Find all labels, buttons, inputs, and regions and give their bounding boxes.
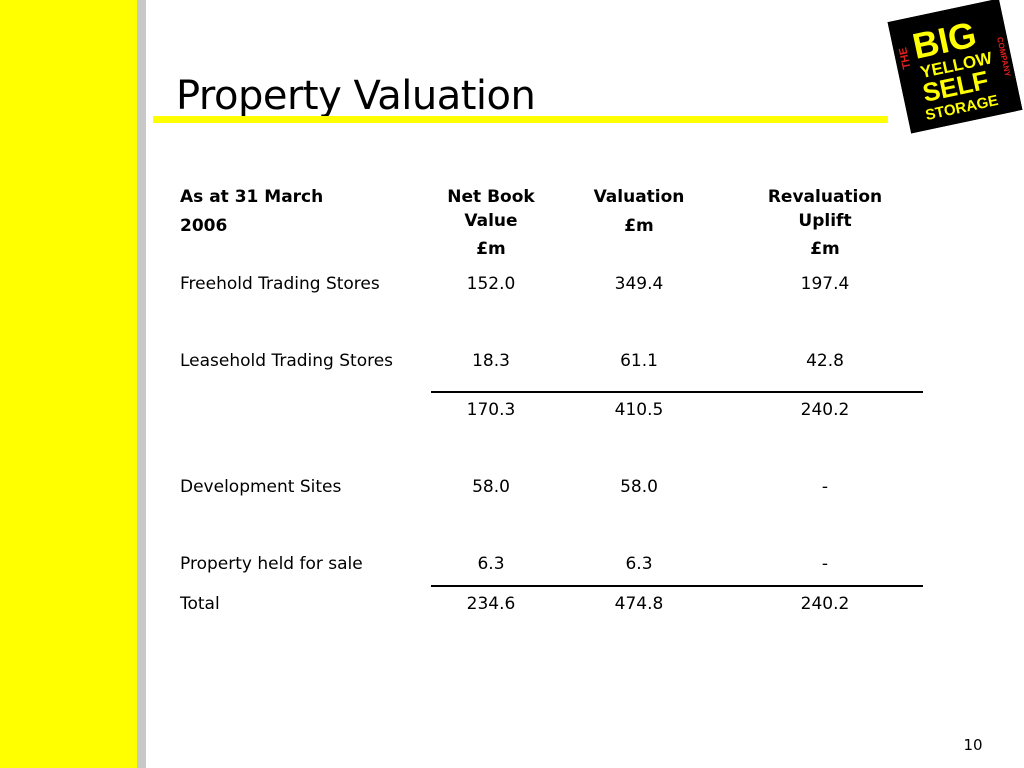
header-label-line2: 2006 — [180, 216, 228, 236]
row-net-book-value: 6.3 — [477, 554, 505, 574]
row-revaluation-uplift: 42.8 — [806, 351, 844, 371]
row-net-book-value: 234.6 — [466, 594, 516, 614]
header-label-line1: As at 31 March — [180, 187, 324, 207]
row-net-book-value: 18.3 — [472, 351, 510, 371]
title-underline — [153, 116, 888, 123]
page-number: 10 — [963, 736, 983, 754]
header-valuation-line1: Valuation — [593, 187, 685, 207]
total-rule — [431, 585, 923, 587]
header-revaluation-unit: £m — [810, 239, 840, 259]
left-grey-band — [137, 0, 146, 768]
header-revaluation-line2: Uplift — [798, 211, 852, 231]
row-revaluation-uplift: 197.4 — [800, 274, 850, 294]
row-label: Development Sites — [180, 477, 342, 497]
row-valuation: 349.4 — [614, 274, 664, 294]
row-label: Total — [180, 594, 220, 614]
logo-the: THE — [897, 46, 913, 70]
header-valuation-unit: £m — [624, 216, 654, 236]
row-label: Freehold Trading Stores — [180, 274, 380, 294]
row-revaluation-uplift: - — [821, 554, 829, 574]
row-label: Property held for sale — [180, 554, 363, 574]
row-valuation: 6.3 — [625, 554, 653, 574]
left-yellow-band — [0, 0, 137, 768]
row-revaluation-uplift: 240.2 — [800, 400, 850, 420]
subtotal-rule — [431, 391, 923, 393]
row-valuation: 474.8 — [614, 594, 664, 614]
page-title: Property Valuation — [176, 73, 536, 119]
header-nbv-line1: Net Book — [447, 187, 535, 207]
row-revaluation-uplift: 240.2 — [800, 594, 850, 614]
row-revaluation-uplift: - — [821, 477, 829, 497]
row-valuation: 58.0 — [620, 477, 658, 497]
row-net-book-value: 170.3 — [466, 400, 516, 420]
big-yellow-logo: THE BIG YELLOW SELF STORAGE COMPANY — [887, 0, 1023, 134]
row-valuation: 61.1 — [620, 351, 658, 371]
row-net-book-value: 58.0 — [472, 477, 510, 497]
row-net-book-value: 152.0 — [466, 274, 516, 294]
header-nbv-unit: £m — [476, 239, 506, 259]
row-valuation: 410.5 — [614, 400, 664, 420]
row-label: Leasehold Trading Stores — [180, 351, 394, 371]
header-revaluation-line1: Revaluation — [767, 187, 883, 207]
header-nbv-line2: Value — [464, 211, 518, 231]
